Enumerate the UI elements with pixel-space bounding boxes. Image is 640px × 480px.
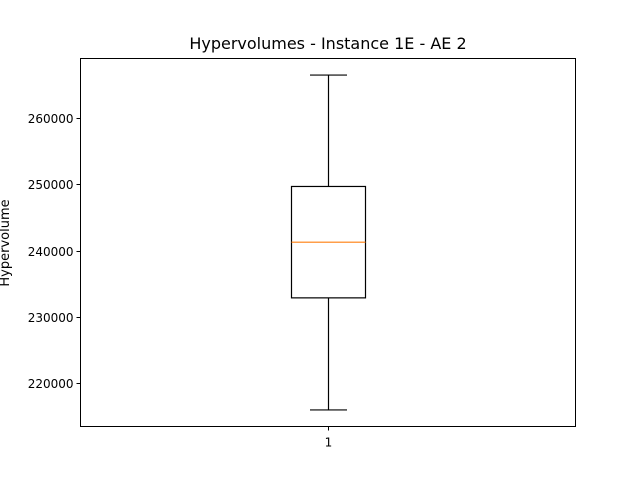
box-series [290, 74, 367, 411]
y-axis-label: Hypervolume [0, 199, 13, 286]
y-tick-label: 220000 [28, 377, 74, 391]
chart-title: Hypervolumes - Instance 1E - AE 2 [189, 34, 466, 53]
y-axis-ticks: 220000 230000 240000 250000 260000 [28, 112, 81, 391]
x-tick-label: 1 [325, 436, 333, 450]
y-tick-label: 240000 [28, 245, 74, 259]
y-tick-label: 230000 [28, 311, 74, 325]
y-tick-label: 250000 [28, 178, 74, 192]
plot-frame [80, 58, 576, 427]
y-tick-label: 260000 [28, 112, 74, 126]
x-axis-ticks: 1 [325, 426, 333, 450]
box-1 [290, 74, 367, 411]
